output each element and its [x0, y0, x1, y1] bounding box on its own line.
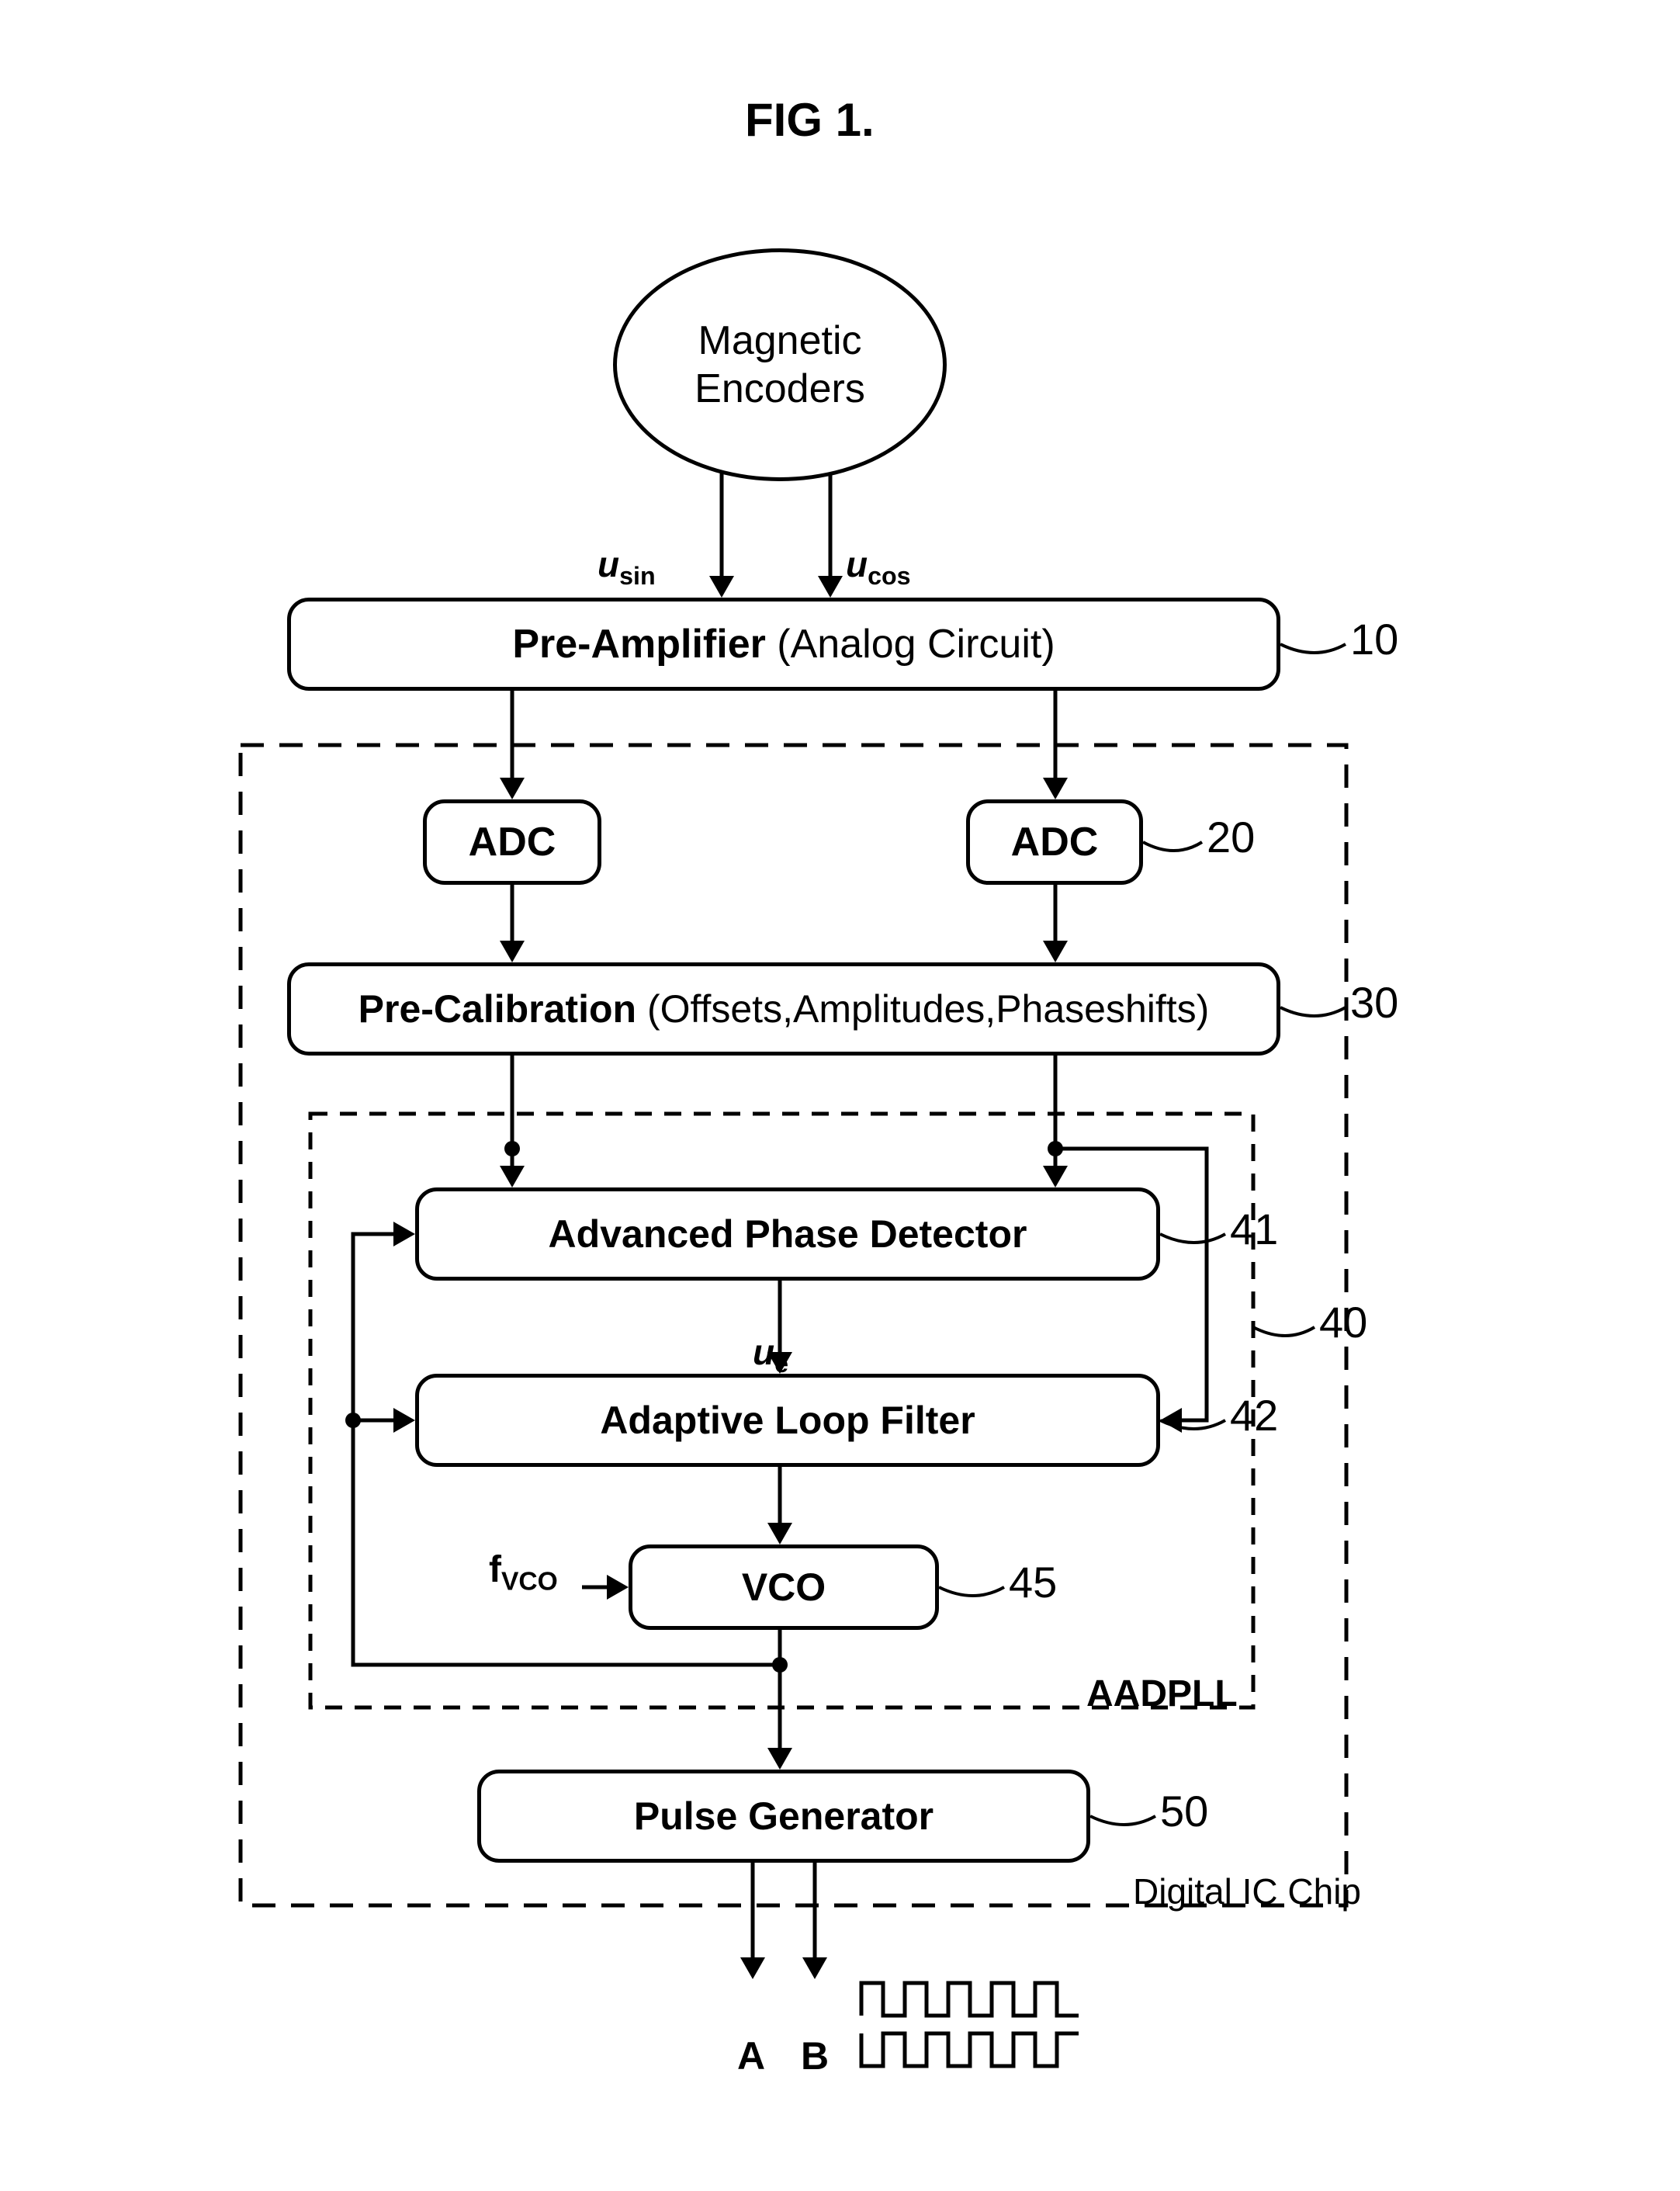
signal-u_sin: usin — [598, 543, 656, 591]
block-encoders-line-0: Magnetic — [698, 317, 862, 365]
container-label-chip: Digital IC Chip — [1133, 1870, 1361, 1912]
block-preamp-line-0: Pre-Amplifier (Analog Circuit) — [512, 621, 1055, 667]
signal-A: A — [737, 2033, 765, 2078]
container-chip — [241, 745, 1346, 1905]
block-alf: Adaptive Loop Filter — [415, 1374, 1160, 1467]
block-vco: VCO — [629, 1544, 939, 1630]
ref-45: 45 — [1009, 1557, 1057, 1607]
signal-u_e: ue — [753, 1331, 788, 1378]
ref-41: 41 — [1230, 1204, 1278, 1254]
block-adc_r-line-0: ADC — [1011, 819, 1099, 865]
container-label-aadpll: AADPLL — [1086, 1673, 1238, 1715]
block-adc_l-line-0: ADC — [469, 819, 556, 865]
ref-42: 42 — [1230, 1390, 1278, 1440]
block-pulse: Pulse Generator — [477, 1770, 1090, 1863]
block-precal: Pre-Calibration (Offsets,Amplitudes,Phas… — [287, 962, 1280, 1056]
block-encoders: MagneticEncoders — [613, 248, 947, 481]
block-adc_r: ADC — [966, 799, 1143, 885]
ref-50: 50 — [1160, 1786, 1208, 1836]
signal-f_vco: fVCO — [489, 1548, 558, 1597]
figure-title: FIG 1. — [745, 93, 875, 147]
block-encoders-line-1: Encoders — [695, 365, 865, 413]
signal-B: B — [801, 2033, 829, 2078]
block-pulse-line-0: Pulse Generator — [634, 1794, 934, 1839]
block-precal-line-0: Pre-Calibration (Offsets,Amplitudes,Phas… — [359, 986, 1210, 1031]
block-preamp: Pre-Amplifier (Analog Circuit) — [287, 598, 1280, 691]
block-adc_l: ADC — [423, 799, 601, 885]
block-alf-line-0: Adaptive Loop Filter — [600, 1398, 975, 1443]
block-apd: Advanced Phase Detector — [415, 1187, 1160, 1281]
ref-20: 20 — [1207, 812, 1255, 862]
block-apd-line-0: Advanced Phase Detector — [549, 1212, 1027, 1257]
signal-u_cos: ucos — [846, 543, 911, 591]
block-vco-line-0: VCO — [742, 1565, 826, 1610]
ref-30: 30 — [1350, 977, 1398, 1028]
ref-10: 10 — [1350, 614, 1398, 664]
ref-40: 40 — [1319, 1297, 1367, 1347]
